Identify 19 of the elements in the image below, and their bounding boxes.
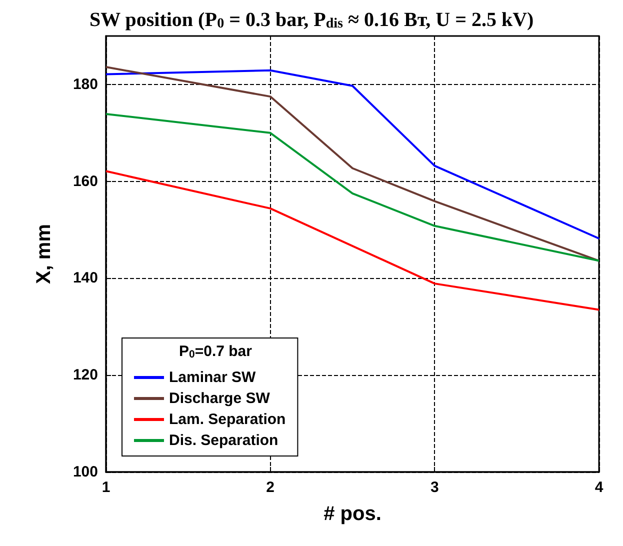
y-tick-label: 180 (72, 76, 98, 93)
x-axis-title: # pos. (324, 503, 382, 525)
legend-label: Discharge SW (169, 390, 271, 407)
y-tick-label: 120 (72, 366, 98, 384)
x-tick-label: 2 (266, 479, 275, 496)
y-tick-label: 160 (72, 172, 98, 190)
y-axis-title: X, mm (33, 224, 55, 284)
x-tick-label: 3 (430, 479, 439, 496)
x-tick-label: 1 (102, 479, 110, 496)
x-tick-label: 4 (594, 479, 604, 496)
line-series (105, 112, 600, 262)
y-tick-label: 100 (72, 464, 98, 480)
legend-label: Laminar SW (169, 369, 257, 386)
legend-label: Dis. Separation (169, 432, 278, 449)
legend-label: Lam. Separation (169, 411, 286, 428)
chart-title: SW position (P0 = 0.3 bar, Pdis ≈ 0.16 Вт, U = 2.5 kV) (89, 9, 534, 32)
y-tick-label: 140 (72, 270, 98, 287)
line-series (105, 170, 600, 311)
legend-title: P0=0.7 bar (179, 343, 252, 360)
